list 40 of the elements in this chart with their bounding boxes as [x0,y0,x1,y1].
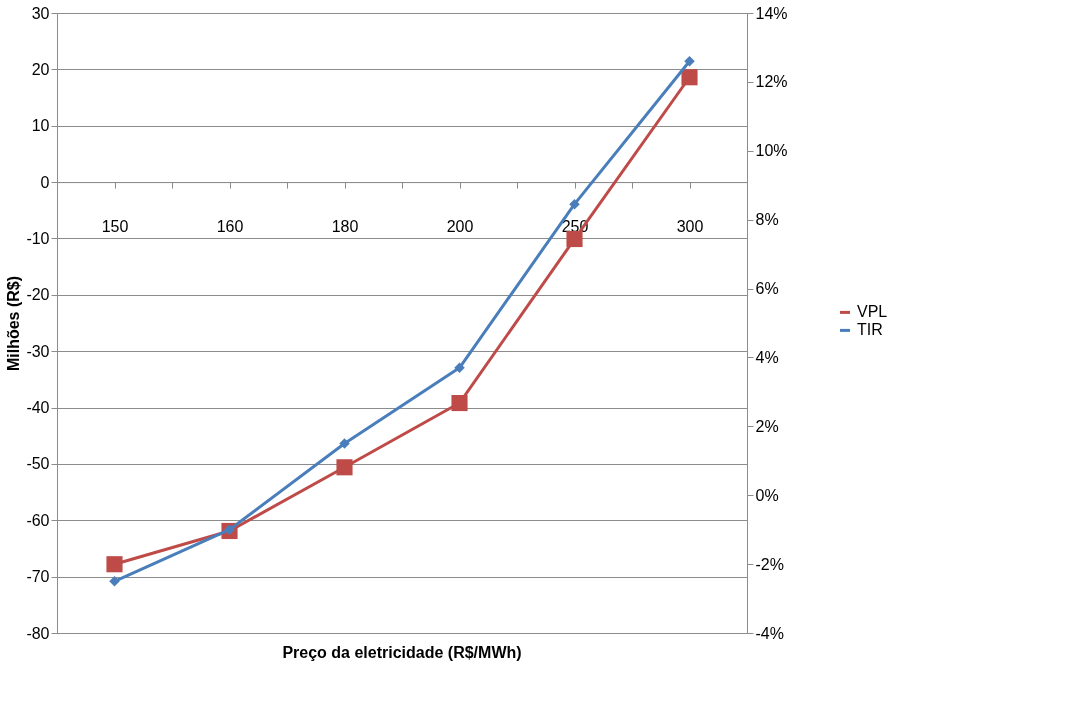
y2-tick-label: -2% [755,555,784,573]
x-tick-label: 180 [331,217,359,235]
legend-label: VPL [857,303,888,321]
point [684,55,695,67]
point [454,362,465,374]
y-tick-label: 10 [31,117,50,135]
y2-tick-label: 6% [755,280,779,298]
y2-tick-label: 8% [755,211,779,229]
x-tick-label: 160 [216,217,244,235]
x-tick-label: 200 [446,217,474,235]
point [681,69,698,86]
y-tick-label: 30 [31,4,50,22]
legend-label: TIR [857,321,883,339]
point [451,394,468,412]
y-tick-label: -30 [26,342,50,360]
y2-tick-label: -4% [755,624,784,642]
point [569,198,580,210]
point [106,556,123,573]
y-tick-label: 0 [40,173,50,191]
y-tick-label: -40 [26,399,50,417]
y-tick-label: -80 [26,624,50,642]
point [109,576,120,587]
y2-tick-label: 10% [755,142,788,160]
point [336,459,353,476]
y-tick-label: -50 [26,455,50,473]
y-tick-label: -10 [26,229,50,247]
y2-tick-label: 0% [755,486,779,504]
y2-tick-label: 4% [755,348,779,366]
y2-tick-label: 12% [755,73,788,91]
x-tick-label: 300 [676,217,704,235]
x-tick-label: 150 [101,217,129,235]
y-axis-title: Milhões (R$) [5,275,23,372]
y-tick-label: 20 [31,60,50,78]
y2-tick-label: 2% [755,417,779,435]
y-tick-label: -70 [26,568,50,586]
point [339,438,350,449]
y-tick-label: -60 [26,511,50,529]
x-axis-title: Preço da eletricidade (R$/MWh) [282,644,522,661]
y-tick-label: -20 [26,286,50,304]
y2-tick-label: 14% [755,4,788,22]
